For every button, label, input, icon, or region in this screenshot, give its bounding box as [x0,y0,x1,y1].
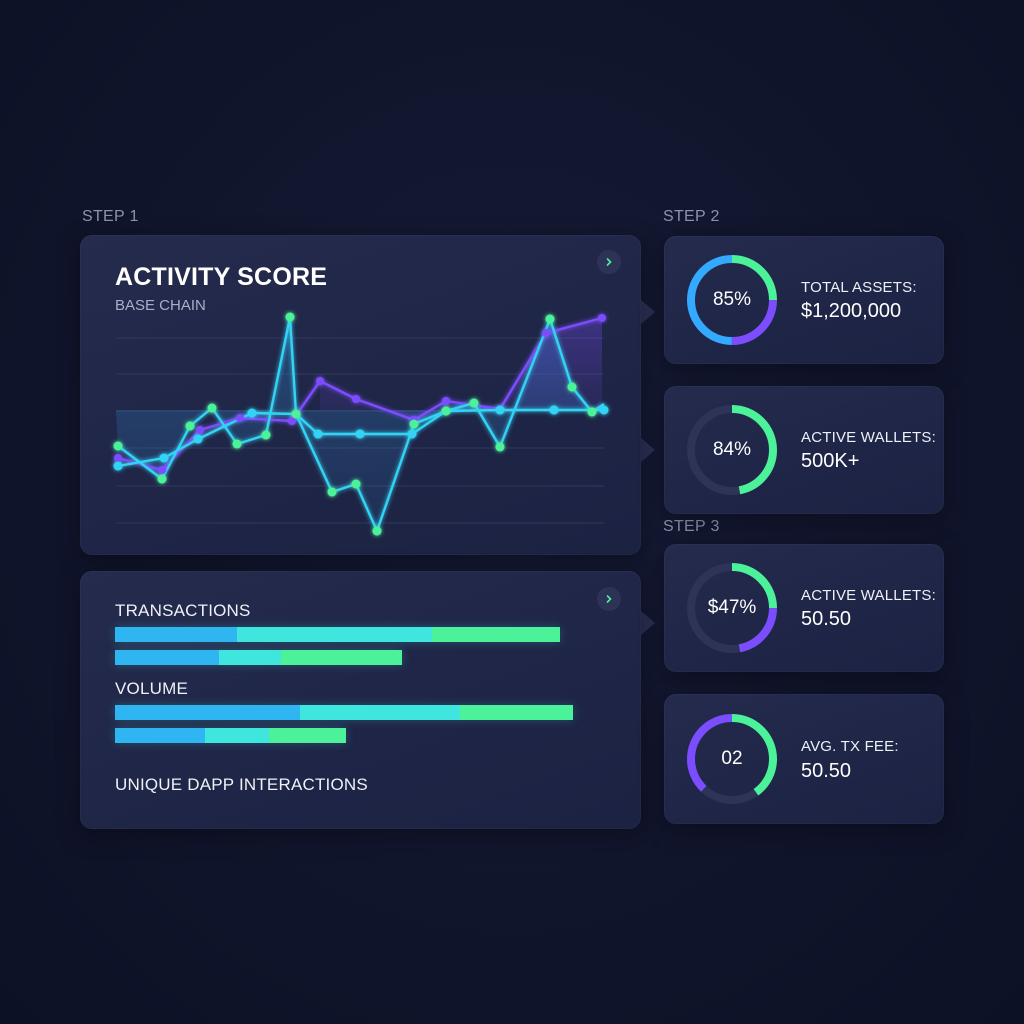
metric-label: ACTIVE WALLETS: [801,429,936,446]
metric-label: AVG. TX FEE: [801,738,899,755]
step-1-label: STEP 1 [82,208,139,225]
connector-arrow-3 [641,611,655,635]
donut-ring-icon [687,255,777,345]
metric-label: TOTAL ASSETS: [801,279,917,296]
metric-card-active-wallets-2: $47% ACTIVE WALLETS: 50.50 [664,544,944,672]
activity-expand-button[interactable] [597,250,621,274]
metric-card-total-assets: 85% TOTAL ASSETS: $1,200,000 [664,236,944,364]
chevron-right-icon [606,595,612,603]
bar-segment [115,627,237,642]
metric-value: 500K+ [801,450,860,472]
chevron-right-icon [606,258,612,266]
ring-value: 02 [721,748,743,769]
bar-segment [300,705,460,720]
bar-segment [281,650,402,665]
donut-ring-icon [687,714,777,804]
step-2-label: STEP 2 [663,208,720,225]
bar-segment [115,705,300,720]
connector-arrow-2 [641,438,655,462]
activity-score-card: ACTIVITY SCORE BASE CHAIN [80,235,641,555]
unique-dapp-interactions-label: UNIQUE DAPP INTERACTIONS [115,775,368,794]
connector-arrow-1 [641,300,655,324]
donut-ring-icon [687,563,777,653]
metric-card-avg-tx-fee: 02 AVG. TX FEE: 50.50 [664,694,944,824]
bars-expand-button[interactable] [597,587,621,611]
bar-segment [115,650,219,665]
metric-value: 50.50 [801,608,852,630]
metric-label: ACTIVE WALLETS: [801,587,936,604]
transactions-bar-1 [115,627,560,642]
ring-percent: $47% [707,597,757,618]
step-3-label: STEP 3 [663,518,720,535]
transactions-bar-2 [115,650,402,665]
bar-segment [432,627,560,642]
activity-title: ACTIVITY SCORE [115,263,328,291]
bar-segment [237,627,432,642]
bar-segment [269,728,346,743]
bar-segment [219,650,281,665]
bar-segment [115,728,205,743]
volume-label: VOLUME [115,679,188,698]
metric-value: $1,200,000 [801,300,902,322]
activity-subtitle: BASE CHAIN [115,297,206,314]
metrics-bars-card: TRANSACTIONS VOLUME UNIQUE DAPP INTERACT… [80,571,641,829]
volume-bar-1 [115,705,573,720]
metric-card-active-wallets: 84% ACTIVE WALLETS: 500K+ [664,386,944,514]
bar-segment [460,705,573,720]
donut-ring-icon [687,405,777,495]
volume-bar-2 [115,728,346,743]
ring-percent: 84% [712,439,752,460]
ring-percent: 85% [712,289,752,310]
bar-segment [205,728,269,743]
metric-value: 50.50 [801,760,852,782]
transactions-label: TRANSACTIONS [115,601,251,620]
